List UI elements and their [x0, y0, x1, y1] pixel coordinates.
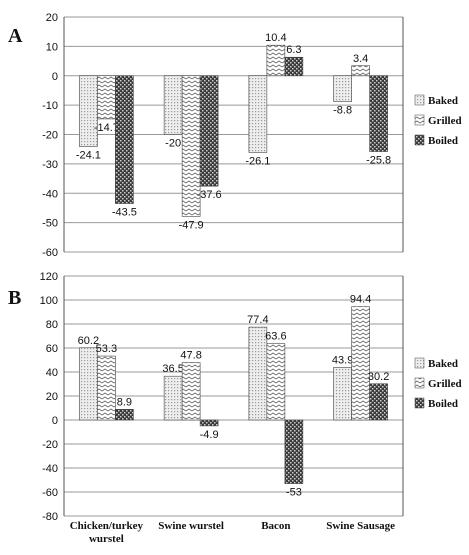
category-label: Bacon	[261, 520, 290, 532]
y-tick-label: 120	[40, 271, 58, 283]
y-tick-label: -80	[42, 511, 58, 523]
data-label: 6.3	[286, 44, 301, 56]
y-tick-label: 10	[46, 41, 58, 53]
y-tick-label: -50	[42, 218, 58, 230]
data-label: -4.9	[200, 429, 219, 441]
data-label: 53.3	[96, 343, 117, 355]
data-label: -47.9	[179, 219, 204, 231]
panel-a: A 20 10 0 -10 -20 -30 -40 -50 -60 -24.1 -14.7 -43.5 -…	[8, 12, 462, 259]
y-tick-label: -60	[42, 247, 58, 259]
data-label: -20	[165, 138, 181, 150]
y-tick-label: 0	[52, 71, 58, 83]
y-tick-label: -20	[42, 439, 58, 451]
bar-baked-2	[163, 375, 183, 421]
bar-baked-2	[163, 75, 183, 135]
bar-baked-4	[333, 367, 352, 421]
y-tick-label: -10	[42, 100, 58, 112]
bar-boiled-2	[199, 75, 219, 187]
data-label: 63.6	[265, 331, 286, 343]
data-label: -8.8	[333, 105, 352, 117]
legend-swatch-baked	[414, 94, 425, 106]
data-label: -14.7	[94, 122, 119, 134]
data-label: 3.4	[353, 53, 368, 65]
panel-letter: A	[8, 25, 23, 47]
bar-grilled-1	[97, 355, 116, 421]
data-label: -53	[286, 487, 302, 499]
y-tick-label: 0	[52, 415, 58, 427]
y-tick-label: 20	[46, 12, 58, 24]
y-tick-label: -20	[42, 130, 58, 142]
legend-label-boiled: Boiled	[428, 135, 458, 147]
category-label: Swine Sausage	[326, 520, 395, 532]
bar-boiled-3	[284, 56, 304, 77]
bar-grilled-4	[351, 65, 370, 77]
bar-baked-3	[248, 75, 268, 153]
bar-boiled-4	[369, 383, 388, 421]
legend-label-baked: Baked	[428, 358, 458, 370]
data-label: 47.8	[180, 350, 201, 362]
category-label: Chicken/turkey	[70, 520, 144, 532]
bar-baked-1	[79, 75, 98, 147]
data-label: 60.2	[78, 335, 99, 347]
data-label: -43.5	[112, 207, 137, 219]
data-label: 94.4	[350, 294, 371, 306]
legend-label-baked: Baked	[428, 95, 458, 107]
bar-grilled-2	[181, 362, 201, 421]
data-label: 77.4	[247, 314, 268, 326]
legend-label-boiled: Boiled	[428, 398, 458, 410]
y-tick-label: 100	[40, 295, 58, 307]
legend-label-grilled: Grilled	[428, 378, 462, 390]
bar-boiled-1	[115, 409, 134, 421]
bar-boiled-3	[284, 419, 304, 484]
y-tick-label: 80	[46, 319, 58, 331]
data-label: -37.6	[197, 189, 222, 201]
legend-label-grilled: Grilled	[428, 115, 462, 127]
y-tick-label: 60	[46, 343, 58, 355]
legend-swatch-baked	[414, 357, 425, 369]
bar-grilled-3	[266, 44, 286, 77]
legend-swatch-boiled	[414, 397, 425, 409]
data-label: 36.5	[162, 363, 183, 375]
data-label: -25.8	[366, 155, 391, 167]
bar-boiled-4	[369, 75, 388, 152]
y-tick-label: -40	[42, 463, 58, 475]
bar-grilled-1	[97, 75, 116, 120]
data-label: 43.9	[332, 354, 353, 366]
bar-grilled-3	[266, 343, 286, 421]
bar-baked-1	[79, 347, 98, 421]
data-label: 10.4	[265, 32, 286, 44]
data-label: 8.9	[117, 396, 132, 408]
y-tick-label: -60	[42, 487, 58, 499]
legend-swatch-grilled	[414, 377, 425, 389]
legend-swatch-grilled	[414, 114, 425, 126]
bar-grilled-4	[351, 306, 370, 421]
data-label: -26.1	[245, 155, 270, 167]
bar-boiled-1	[115, 75, 134, 204]
data-label: 30.2	[368, 371, 389, 383]
panel-b: B 120 100 80 60 40 20 0 -20 -40 -60 -80 60.253.3 8.9 C…	[8, 271, 462, 545]
y-tick-label: -40	[42, 188, 58, 200]
y-tick-label: 20	[46, 391, 58, 403]
y-tick-label: 40	[46, 367, 58, 379]
panel-letter: B	[8, 287, 21, 309]
category-label: wurstel	[89, 533, 124, 545]
category-label: Swine wurstel	[158, 520, 224, 532]
y-tick-label: -30	[42, 159, 58, 171]
data-label: -24.1	[76, 150, 101, 162]
bar-baked-4	[333, 75, 352, 102]
bar-boiled-2	[199, 419, 219, 427]
legend-swatch-boiled	[414, 134, 425, 146]
